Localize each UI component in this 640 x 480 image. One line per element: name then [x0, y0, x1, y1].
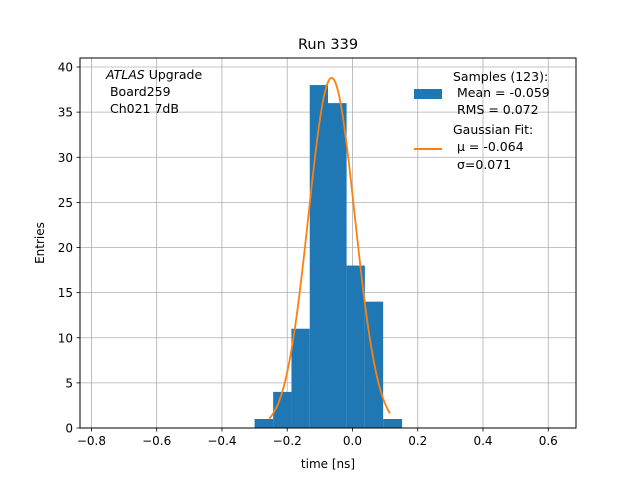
axes-frame — [79, 57, 577, 429]
histogram-bar — [254, 418, 274, 428]
legend: Samples (123): Mean = -0.059 RMS = 0.072… — [414, 69, 550, 172]
histogram-bar — [273, 391, 292, 428]
y-tick-label: 5 — [65, 376, 73, 390]
annotation-line-1: ATLAS Upgrade — [105, 67, 202, 82]
histogram-bar — [309, 85, 328, 428]
x-tick-label: 0.6 — [539, 434, 558, 448]
x-tick-label: −0.4 — [207, 434, 236, 448]
legend-mean: Mean = -0.059 — [453, 85, 550, 100]
annotation-upgrade: Upgrade — [145, 67, 203, 82]
y-tick-label: 35 — [58, 106, 73, 120]
x-axis-label: time [ns] — [301, 457, 355, 471]
fit-curve-group — [268, 76, 391, 420]
x-tick-label: 0.0 — [343, 434, 362, 448]
histogram-bar — [291, 328, 310, 428]
y-tick-label: 20 — [58, 241, 73, 255]
legend-histogram-swatch — [414, 89, 442, 99]
legend-fit-label: Gaussian Fit: — [453, 122, 533, 137]
x-tick-label: 0.4 — [473, 434, 492, 448]
annotation-atlas: ATLAS — [105, 67, 145, 82]
x-tick-label: −0.8 — [77, 434, 106, 448]
annotation-line-3: Ch021 7dB — [106, 101, 179, 116]
y-tick-label: 30 — [58, 151, 73, 165]
annotation-line-2: Board259 — [106, 84, 171, 99]
histogram-bar — [346, 265, 365, 428]
x-tick-label: −0.6 — [142, 434, 171, 448]
histogram-bar — [328, 103, 347, 428]
y-tick-label: 10 — [58, 331, 73, 345]
atlas-annotation: ATLAS Upgrade Board259 Ch021 7dB — [105, 67, 202, 116]
y-tick-label: 15 — [58, 286, 73, 300]
x-axis-ticks: −0.8 −0.6 −0.4 −0.2 0.0 0.2 0.4 0.6 — [77, 428, 558, 448]
legend-histogram-label: Samples (123): — [453, 69, 548, 84]
legend-fit-mu: μ = -0.064 — [453, 139, 524, 154]
y-axis-ticks: 0 5 10 15 20 25 30 35 40 — [58, 61, 80, 436]
x-tick-label: −0.2 — [273, 434, 302, 448]
gaussian-fit-curve — [268, 76, 391, 420]
x-tick-label: 0.2 — [408, 434, 427, 448]
y-tick-label: 0 — [65, 422, 73, 436]
y-axis-label: Entries — [33, 222, 47, 264]
y-tick-label: 40 — [58, 61, 73, 75]
legend-fit-sigma: σ=0.071 — [453, 157, 511, 172]
legend-rms: RMS = 0.072 — [453, 102, 539, 117]
chart-title: Run 339 — [298, 37, 358, 53]
y-tick-label: 25 — [58, 196, 73, 210]
histogram-bar — [383, 418, 403, 428]
